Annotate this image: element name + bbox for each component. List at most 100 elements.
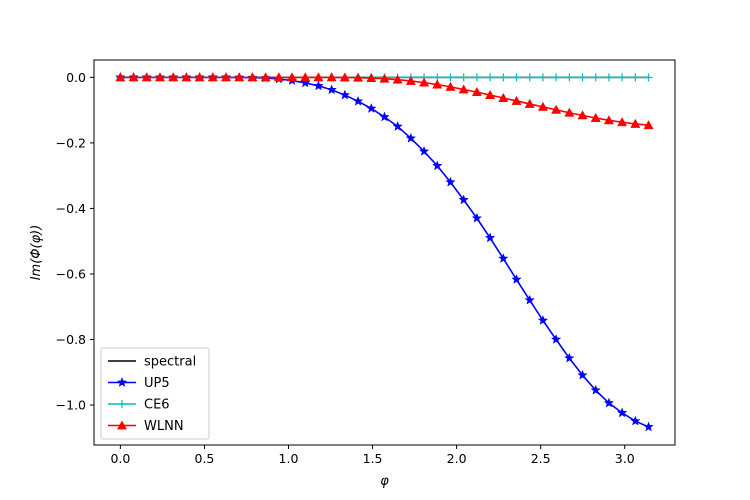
legend-marker-wlnn [116, 420, 128, 430]
data-point-up5 [511, 274, 522, 284]
data-point-up5 [537, 314, 549, 325]
data-point-up5 [326, 84, 337, 95]
data-point-wlnn [432, 79, 443, 89]
data-point-ce6 [472, 73, 481, 82]
legend: spectral UP5 CE6 WLNN [100, 347, 210, 440]
data-point-up5 [445, 176, 456, 187]
legend-label-up5: UP5 [144, 376, 170, 391]
data-point-wlnn [643, 120, 654, 130]
x-tick-label: 0.5 [195, 451, 215, 466]
data-point-ce6 [499, 73, 508, 82]
data-point-ce6 [538, 73, 547, 82]
data-point-wlnn [326, 72, 337, 82]
series-wlnn [115, 72, 654, 130]
data-point-wlnn [498, 92, 509, 102]
data-point-wlnn [313, 72, 324, 82]
axes-frame [93, 59, 676, 446]
x-axis: 0.0 0.5 1.0 1.5 2.0 2.5 3.0 [110, 445, 635, 466]
data-point-wlnn [537, 101, 548, 111]
data-point-wlnn [564, 107, 575, 117]
data-point-up5 [471, 212, 483, 223]
data-point-wlnn [220, 72, 232, 82]
legend-item-wlnn: WLNN [108, 419, 184, 434]
data-point-up5 [643, 421, 654, 432]
legend-item-ce6: CE6 [108, 398, 170, 413]
data-point-wlnn [366, 72, 377, 82]
data-point-wlnn [617, 117, 628, 127]
x-tick-label: 1.0 [279, 451, 299, 466]
data-point-up5 [484, 232, 496, 243]
data-point-wlnn [353, 72, 364, 82]
data-point-wlnn [445, 81, 456, 91]
x-tick-label: 2.5 [531, 451, 551, 466]
data-point-ce6 [459, 73, 468, 82]
data-point-ce6 [604, 73, 613, 82]
data-point-ce6 [591, 73, 600, 82]
legend-label-ce6: CE6 [144, 398, 170, 413]
data-point-up5 [590, 384, 601, 395]
data-point-up5 [379, 111, 390, 122]
y-axis-label: Im(Φ(φ)) [29, 225, 44, 281]
data-point-up5 [458, 194, 469, 205]
data-point-up5 [300, 77, 311, 88]
x-axis-label: φ [380, 474, 389, 489]
data-point-ce6 [631, 73, 640, 82]
data-point-wlnn [339, 72, 350, 82]
data-point-up5 [498, 253, 509, 264]
data-point-wlnn [485, 89, 496, 99]
data-point-wlnn [128, 72, 139, 82]
data-point-ce6 [446, 73, 455, 82]
data-point-wlnn [141, 72, 152, 82]
legend-box [100, 347, 210, 440]
legend-item-up5: UP5 [108, 376, 170, 391]
legend-label-spectral: spectral [144, 355, 196, 370]
data-point-wlnn [590, 112, 601, 122]
legend-label-wlnn: WLNN [144, 419, 184, 434]
y-tick-label: −0.8 [56, 332, 86, 347]
data-point-wlnn [392, 74, 403, 84]
data-point-wlnn [273, 72, 284, 82]
legend-marker-up5 [116, 376, 128, 387]
data-point-wlnn [287, 72, 298, 82]
data-point-wlnn [234, 72, 245, 82]
data-point-ce6 [552, 73, 561, 82]
data-point-wlnn [419, 77, 430, 87]
data-point-wlnn [405, 75, 416, 85]
data-point-up5 [524, 294, 535, 305]
y-tick-label: −0.4 [56, 201, 86, 216]
data-point-up5 [564, 352, 575, 363]
data-point-up5 [432, 160, 443, 171]
data-point-wlnn [458, 84, 469, 94]
data-point-up5 [616, 407, 628, 418]
data-point-up5 [339, 89, 351, 100]
data-point-up5 [405, 132, 417, 143]
data-point-up5 [603, 397, 615, 408]
data-point-wlnn [207, 72, 218, 82]
x-tick-label: 1.5 [363, 451, 383, 466]
data-point-up5 [392, 120, 403, 131]
data-point-up5 [630, 415, 641, 426]
data-point-wlnn [577, 110, 588, 120]
legend-marker-ce6 [118, 400, 126, 408]
y-tick-label: 0.0 [66, 70, 86, 85]
data-point-wlnn [471, 86, 482, 97]
axes-border [93, 59, 676, 446]
data-point-up5 [577, 369, 588, 380]
data-point-wlnn [511, 95, 522, 105]
y-axis: 0.0 −0.2 −0.4 −0.6 −0.8 −1.0 [56, 70, 94, 413]
data-point-up5 [418, 145, 430, 156]
data-point-ce6 [578, 73, 587, 82]
data-point-wlnn [603, 115, 614, 125]
x-tick-label: 2.0 [447, 451, 467, 466]
data-point-wlnn [247, 72, 258, 82]
legend-item-spectral: spectral [108, 355, 196, 370]
data-point-up5 [366, 102, 377, 113]
data-point-wlnn [260, 72, 271, 82]
data-point-ce6 [644, 73, 653, 82]
data-point-ce6 [512, 73, 521, 82]
data-point-wlnn [379, 73, 390, 83]
data-point-wlnn [630, 118, 641, 128]
data-point-wlnn [168, 72, 179, 82]
data-point-ce6 [525, 73, 534, 82]
data-point-ce6 [486, 73, 495, 82]
